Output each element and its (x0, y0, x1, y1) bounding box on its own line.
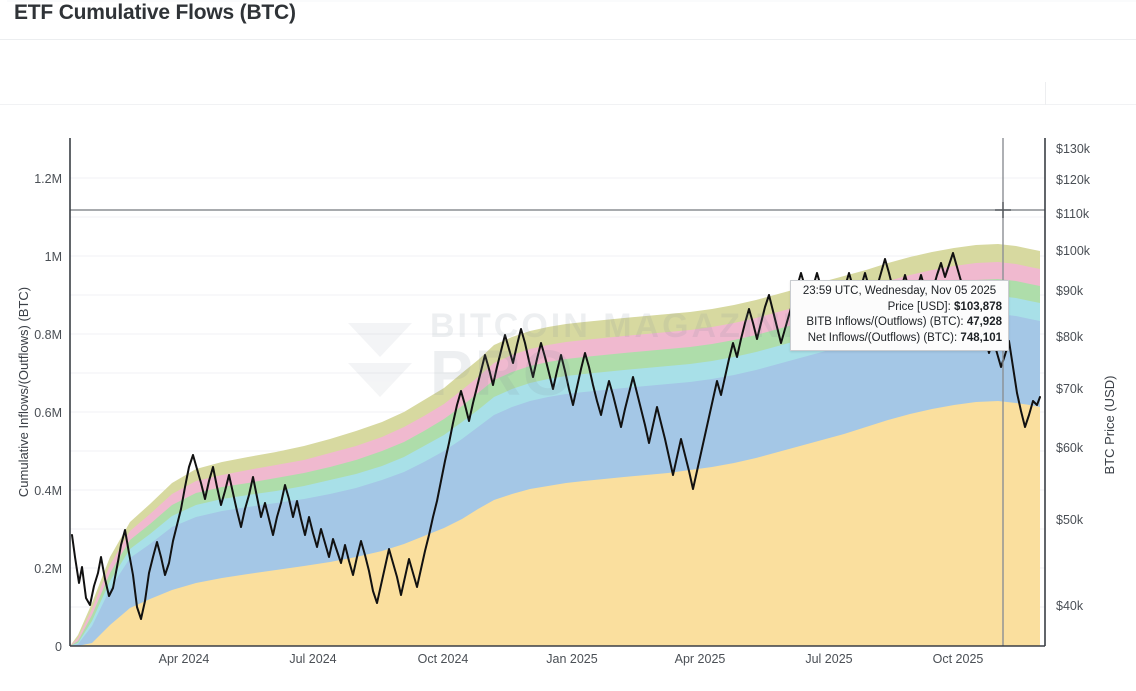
y2-tick-2: $60k (1056, 441, 1084, 455)
y2-tick-0: $40k (1056, 599, 1084, 613)
y2-tick-7: $110k (1056, 207, 1090, 221)
y-tick-1: 0.2M (34, 562, 62, 576)
y2-axis-title: BTC Price (USD) (1102, 376, 1117, 475)
chart-area: BITCOIN MAGAZINE PRO (0, 105, 1136, 691)
x-tick-0: Apr 2024 (159, 652, 210, 666)
header-top-rule (0, 0, 1136, 2)
y2-tick-3: $70k (1056, 382, 1084, 396)
y2-tick-5: $90k (1056, 284, 1084, 298)
tooltip-label-net: Net Inflows/(Outflows) (BTC): (807, 331, 958, 344)
area-series-ibit (70, 401, 1040, 646)
tooltip-label-bitb: BITB Inflows/(Outflows) (BTC): (806, 316, 964, 328)
y-tick-2: 0.4M (34, 484, 62, 498)
x-axis-ticklabels: Apr 2024 Jul 2024 Oct 2024 Jan 2025 Apr … (159, 652, 984, 666)
y2-tick-8: $120k (1056, 173, 1091, 187)
tooltip-timestamp: 23:59 UTC, Wednesday, Nov 05 2025 (802, 285, 997, 297)
y-tick-3: 0.6M (34, 406, 62, 420)
tooltip-row-net: Net Inflows/(Outflows) (BTC): 748,101 (797, 331, 1002, 347)
header-accent-bar (0, 0, 7, 30)
y2-tick-6: $100k (1056, 244, 1091, 258)
y2-axis-ticklabels: $40k $50k $60k $70k $80k $90k $100k $110… (1056, 142, 1091, 613)
tooltip-row-price: Price [USD]: $103,878 (797, 300, 1002, 316)
tooltip-label-price: Price [USD]: (887, 300, 951, 313)
x-tick-4: Apr 2025 (675, 652, 726, 666)
chart-tooltip: 23:59 UTC, Wednesday, Nov 05 2025 Price … (790, 280, 1009, 351)
tooltip-value-bitb: 47,928 (966, 316, 1002, 328)
axes (69, 138, 1046, 647)
x-tick-2: Oct 2024 (418, 652, 469, 666)
crosshair-marker (995, 202, 1011, 218)
y-axis-ticklabels: 0 0.2M 0.4M 0.6M 0.8M 1M 1.2M (34, 172, 62, 654)
x-tick-6: Oct 2025 (933, 652, 984, 666)
tooltip-value-net: 748,101 (960, 331, 1002, 344)
y-tick-0: 0 (55, 640, 62, 654)
y-tick-6: 1.2M (34, 172, 62, 186)
page-title: ETF Cumulative Flows (BTC) (14, 1, 296, 24)
tooltip-value-price: $103,878 (954, 300, 1002, 313)
x-tick-5: Jul 2025 (805, 652, 852, 666)
crosshair (70, 138, 1045, 646)
tooltip-row-bitb: BITB Inflows/(Outflows) (BTC): 47,928 (797, 315, 1002, 331)
chart-svg: 0 0.2M 0.4M 0.6M 0.8M 1M 1.2M Cumulative… (16, 138, 1117, 666)
x-tick-1: Jul 2024 (289, 652, 336, 666)
chart-toolbar (0, 40, 1136, 145)
y2-tick-4: $80k (1056, 330, 1084, 344)
y-tick-4: 0.8M (34, 328, 62, 342)
y-tick-5: 1M (45, 250, 62, 264)
x-tick-3: Jan 2025 (546, 652, 597, 666)
page-header: ETF Cumulative Flows (BTC) (0, 0, 1136, 40)
y-axis-title: Cumulative Inflows/(Outflows) (BTC) (16, 287, 31, 497)
y2-tick-1: $50k (1056, 513, 1084, 527)
y2-tick-9: $130k (1056, 142, 1091, 156)
